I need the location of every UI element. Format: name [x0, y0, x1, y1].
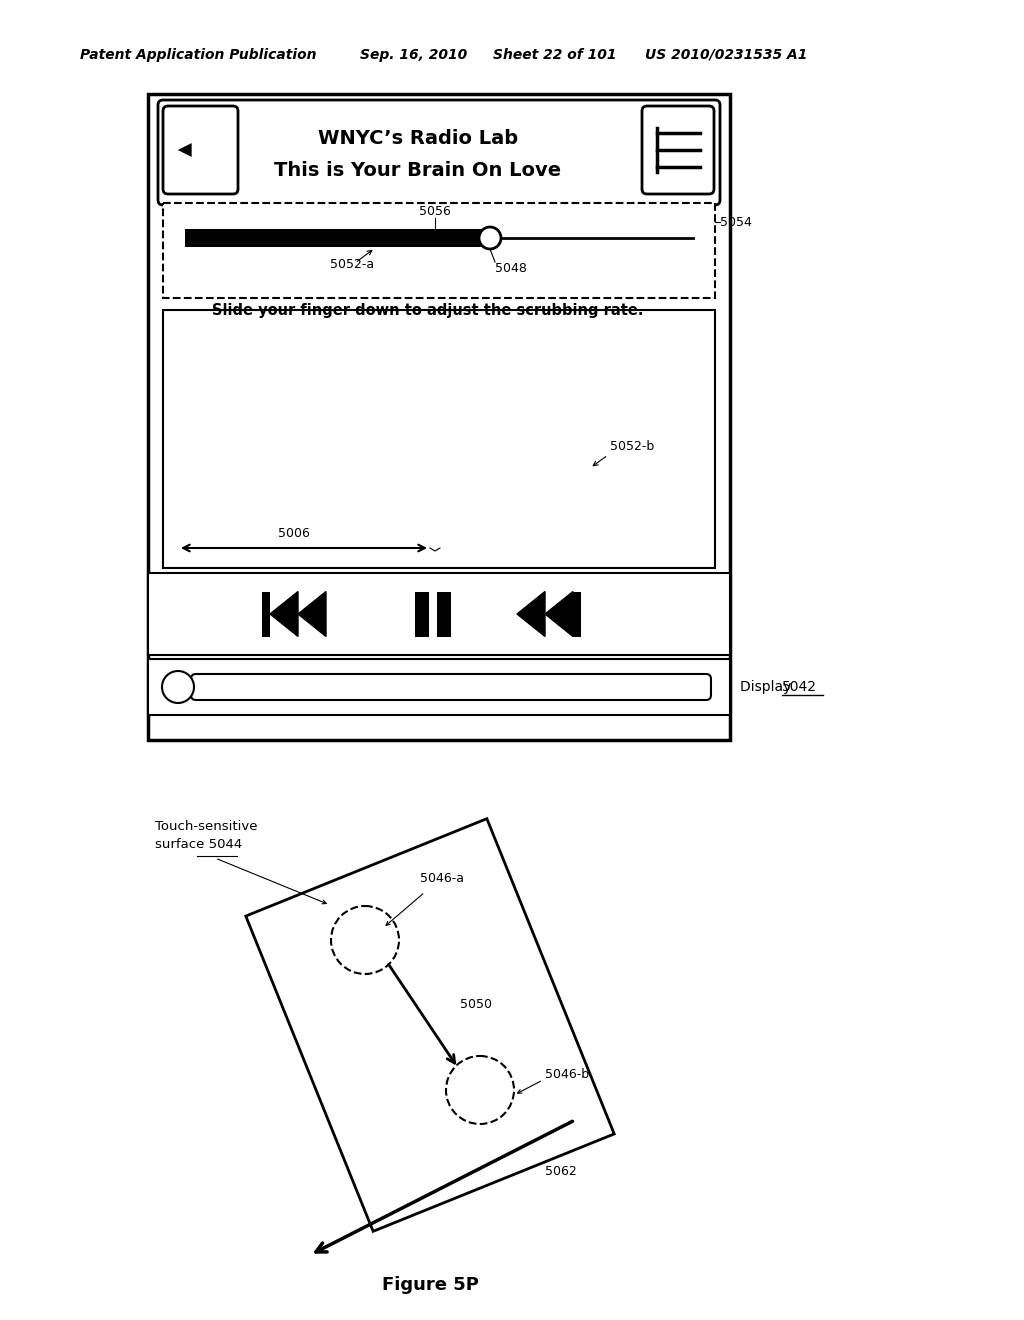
Bar [185, 228, 490, 247]
Text: US 2010/0231535 A1: US 2010/0231535 A1 [645, 48, 807, 62]
Bar [163, 203, 715, 298]
Bar [415, 591, 429, 636]
Bar [148, 573, 730, 655]
Text: WNYC’s Radio Lab: WNYC’s Radio Lab [317, 128, 518, 148]
Text: 5046-a: 5046-a [420, 873, 464, 884]
Text: 5048: 5048 [495, 261, 527, 275]
Text: 5006: 5006 [279, 527, 310, 540]
FancyBboxPatch shape [158, 100, 720, 205]
Circle shape [331, 906, 399, 974]
Bar [148, 94, 730, 741]
Text: 5050: 5050 [460, 998, 492, 1011]
Circle shape [446, 1056, 514, 1125]
Polygon shape [270, 591, 298, 636]
Text: 5042: 5042 [782, 680, 817, 694]
FancyBboxPatch shape [191, 675, 711, 700]
Text: 5046-b: 5046-b [545, 1068, 589, 1081]
Text: This is Your Brain On Love: This is Your Brain On Love [274, 161, 561, 180]
Bar [163, 310, 715, 568]
Bar [148, 659, 730, 715]
FancyBboxPatch shape [163, 106, 238, 194]
Polygon shape [545, 591, 573, 636]
Text: 5054: 5054 [720, 215, 752, 228]
Text: Display: Display [740, 680, 796, 694]
Bar [437, 591, 451, 636]
Polygon shape [246, 818, 614, 1232]
Text: Patent Application Publication: Patent Application Publication [80, 48, 316, 62]
Polygon shape [517, 591, 545, 636]
FancyBboxPatch shape [642, 106, 714, 194]
Text: Slide your finger down to adjust the scrubbing rate.: Slide your finger down to adjust the scr… [212, 304, 644, 318]
Bar [262, 591, 270, 636]
Text: 5052-a: 5052-a [330, 259, 374, 272]
Bar [573, 591, 581, 636]
Text: Sep. 16, 2010: Sep. 16, 2010 [360, 48, 467, 62]
Text: Touch-sensitive: Touch-sensitive [155, 820, 257, 833]
Text: 5056: 5056 [419, 205, 451, 218]
Text: 5052-b: 5052-b [610, 440, 654, 453]
Text: Figure 5P: Figure 5P [382, 1276, 478, 1294]
Text: 5062: 5062 [545, 1166, 577, 1177]
Circle shape [479, 227, 501, 249]
Text: surface 5044: surface 5044 [155, 838, 243, 851]
Text: Sheet 22 of 101: Sheet 22 of 101 [493, 48, 616, 62]
Circle shape [162, 671, 194, 704]
Polygon shape [298, 591, 326, 636]
